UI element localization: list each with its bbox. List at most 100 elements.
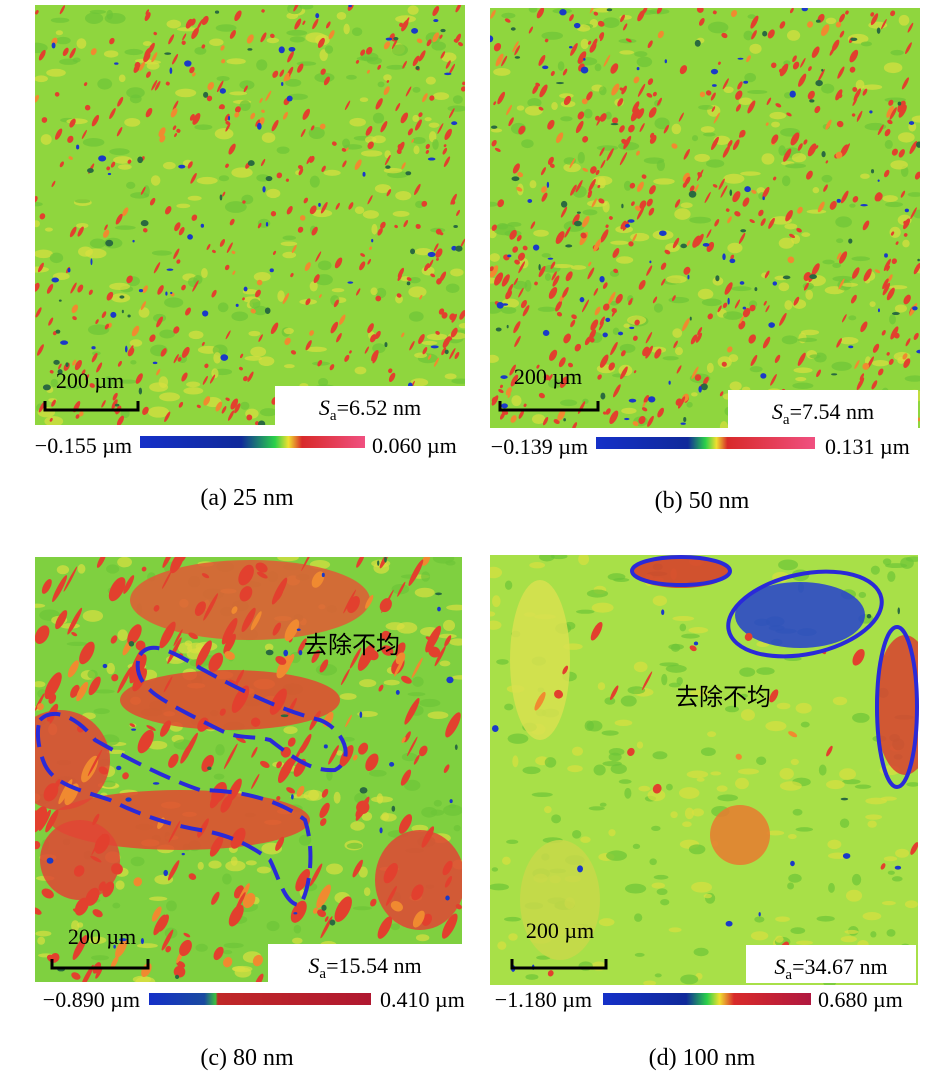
texture [243,286,248,292]
texture [570,265,587,270]
texture [913,332,919,341]
texture [550,555,568,560]
texture [727,297,730,305]
texture [586,91,593,101]
texture [144,12,151,21]
texture [712,276,724,286]
texture [315,251,322,262]
texture [126,275,133,284]
texture [365,594,374,609]
texture [883,169,890,178]
micrographs [35,5,920,985]
texture [611,83,620,96]
texture [781,335,798,345]
texture [164,411,171,423]
texture [49,417,53,422]
texture [339,693,357,700]
texture [725,208,730,212]
texture [623,23,628,31]
texture [751,30,757,40]
texture [85,374,90,381]
texture [77,284,84,293]
texture [610,341,618,356]
texture [391,38,398,50]
texture [654,973,662,978]
texture [797,206,803,214]
texture [172,53,179,65]
texture [876,27,881,34]
texture [101,400,106,408]
texture [870,12,875,17]
texture [215,401,223,412]
texture [665,664,687,673]
texture [760,218,766,226]
texture [797,143,803,151]
texture [599,802,607,807]
texture [118,379,138,384]
texture [82,137,105,147]
texture [768,217,775,229]
sa-value: =15.54 nm [326,953,422,978]
texture [739,281,745,285]
texture [571,746,583,756]
texture [406,281,411,286]
texture [611,308,617,314]
texture [506,324,509,329]
texture [300,733,312,754]
texture [436,278,442,285]
texture [451,378,465,384]
texture [887,870,895,875]
texture [779,767,794,780]
texture [35,202,43,207]
texture [170,107,178,118]
texture [680,243,687,249]
texture [917,417,920,422]
texture [839,768,856,781]
texture [367,258,372,265]
texture [85,248,107,259]
texture [287,737,296,747]
texture [525,974,539,980]
texture [815,80,823,87]
texture [191,27,199,40]
texture [788,731,798,738]
texture [52,575,68,603]
texture [683,148,690,160]
texture [413,754,420,765]
texture [427,157,436,161]
texture [372,343,386,354]
texture [836,120,844,128]
texture [825,160,829,164]
texture [298,834,312,846]
texture [835,21,842,28]
texture [153,313,167,323]
texture [415,223,421,229]
texture [822,259,835,265]
texture [240,353,244,359]
texture [494,272,504,286]
texture [739,315,745,324]
texture [35,307,42,318]
texture [800,329,820,336]
texture [403,219,409,228]
texture [739,667,756,677]
texture [286,29,308,36]
texture [58,299,62,302]
texture [39,213,46,220]
sa-value: =6.52 nm [337,395,422,420]
texture [149,334,156,343]
texture [849,66,856,73]
texture [558,357,566,368]
texture [223,942,244,949]
texture [550,261,556,270]
texture [381,630,391,641]
texture [579,297,585,303]
texture [229,29,236,39]
texture [225,163,229,168]
texture [308,789,319,801]
texture [320,201,328,214]
region [120,670,340,730]
texture [397,581,406,597]
texture [129,723,136,728]
texture [239,100,251,111]
